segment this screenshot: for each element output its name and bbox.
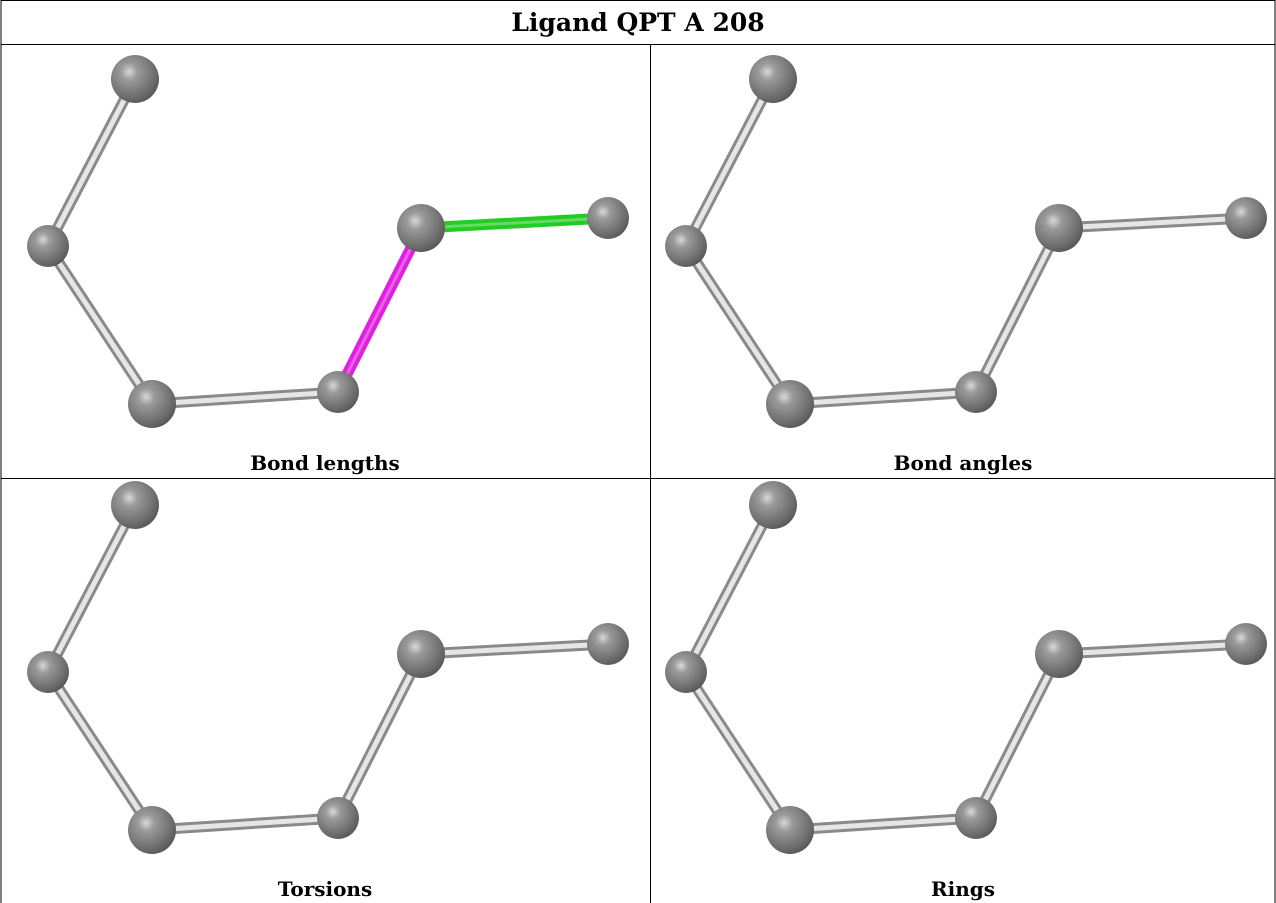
bond-highlight xyxy=(420,212,609,234)
bond-shine xyxy=(420,641,609,657)
atom xyxy=(1035,630,1083,678)
bond-shine xyxy=(420,216,609,230)
atom xyxy=(111,55,159,103)
atom xyxy=(955,371,997,413)
atom xyxy=(955,797,997,839)
bond-highlight xyxy=(333,225,426,395)
bond-shine xyxy=(973,226,1062,394)
atom xyxy=(1035,204,1083,252)
atom xyxy=(1225,197,1267,239)
atom xyxy=(766,380,814,428)
title: Ligand QPT A 208 xyxy=(511,8,764,37)
caption: Torsions xyxy=(278,877,372,901)
bond-shine xyxy=(683,77,776,248)
molecule xyxy=(27,55,629,428)
atom xyxy=(749,481,797,529)
bond-shine xyxy=(335,652,424,820)
atom xyxy=(665,225,707,267)
atom xyxy=(317,371,359,413)
atom xyxy=(317,797,359,839)
bond-shine xyxy=(45,244,155,406)
bond-shine xyxy=(151,389,339,407)
atom xyxy=(128,806,176,854)
bond-shine xyxy=(151,815,339,833)
atom xyxy=(749,55,797,103)
atom xyxy=(27,225,69,267)
atom xyxy=(665,651,707,693)
molecule xyxy=(665,55,1267,428)
atom xyxy=(111,481,159,529)
atom xyxy=(397,630,445,678)
bond-shine xyxy=(683,503,776,674)
bond-shine xyxy=(683,244,793,406)
molecule xyxy=(665,481,1267,854)
caption: Bond lengths xyxy=(250,451,400,475)
atom xyxy=(397,204,445,252)
molecule xyxy=(27,481,629,854)
atom xyxy=(128,380,176,428)
bond-shine xyxy=(45,77,138,248)
bond-shine xyxy=(789,815,977,833)
atom xyxy=(587,623,629,665)
bond-shine xyxy=(789,389,977,407)
caption: Bond angles xyxy=(894,451,1033,475)
bond-shine xyxy=(45,670,155,832)
bond-shine xyxy=(1058,641,1247,657)
atom xyxy=(766,806,814,854)
atom xyxy=(27,651,69,693)
bond-shine xyxy=(1058,215,1247,231)
caption: Rings xyxy=(931,877,995,901)
bond-shine xyxy=(336,227,423,393)
atom xyxy=(587,197,629,239)
atom xyxy=(1225,623,1267,665)
panels xyxy=(27,55,1267,854)
bond-shine xyxy=(973,652,1062,820)
bond-shine xyxy=(45,503,138,674)
bond-shine xyxy=(683,670,793,832)
